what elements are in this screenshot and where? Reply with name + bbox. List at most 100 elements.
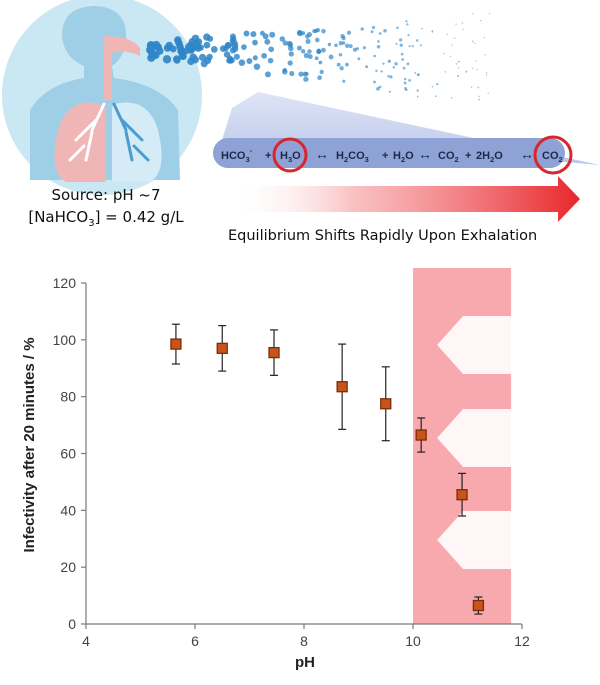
y-tick-label: 120 <box>53 275 77 291</box>
droplet <box>399 43 403 47</box>
data-point <box>415 417 427 453</box>
droplet <box>187 42 195 50</box>
y-tick-label: 0 <box>68 616 76 632</box>
marker <box>456 489 468 501</box>
droplet <box>203 41 211 49</box>
shaded-region-layer <box>413 268 514 624</box>
droplet <box>301 49 306 54</box>
eq-co2b: CO <box>542 150 559 162</box>
droplet <box>474 42 476 45</box>
eq-hco3-sup: - <box>250 146 253 155</box>
droplet <box>477 86 480 89</box>
data-point <box>336 343 348 430</box>
droplet <box>387 75 390 78</box>
droplet <box>338 53 343 57</box>
shade-arrow-notch-1 <box>437 316 514 374</box>
droplet <box>360 27 364 31</box>
data-point <box>170 323 182 365</box>
droplet <box>328 54 334 60</box>
droplet <box>206 53 213 61</box>
droplet <box>243 30 250 37</box>
lungs-illustration <box>2 0 202 195</box>
droplet <box>261 52 267 59</box>
marker <box>268 346 280 359</box>
droplet <box>365 65 369 69</box>
droplet <box>483 36 486 39</box>
airway <box>104 36 140 100</box>
droplet <box>388 90 391 93</box>
droplet <box>421 27 423 30</box>
droplet <box>312 29 317 34</box>
x-tick-label: 6 <box>191 633 199 649</box>
eq-arrow3: ↔ <box>520 146 534 162</box>
droplet <box>305 38 311 44</box>
h3o-highlight-circle <box>272 137 308 173</box>
droplet <box>408 78 412 82</box>
x-tick-label: 4 <box>82 633 90 649</box>
y-axis-title: Infectivity after 20 minutes / % <box>21 337 38 552</box>
droplet <box>415 39 419 42</box>
droplet <box>487 92 489 94</box>
droplet <box>321 28 326 34</box>
droplet <box>319 69 324 75</box>
droplet <box>485 72 488 74</box>
droplet <box>338 40 344 46</box>
data-point <box>472 596 485 615</box>
droplet <box>405 20 408 23</box>
droplet <box>307 49 312 54</box>
concentration-suffix: ] = 0.42 g/L <box>95 208 185 226</box>
droplet <box>479 19 482 22</box>
droplet <box>303 76 309 82</box>
x-tick-label: 8 <box>300 633 308 649</box>
droplet <box>207 35 214 42</box>
droplet <box>268 46 275 53</box>
droplet <box>488 12 491 15</box>
droplet <box>296 45 302 51</box>
droplet <box>357 57 361 61</box>
eq-h2co3-sub2: 3 <box>365 155 369 164</box>
droplet <box>371 25 376 30</box>
x-axis-title: pH <box>295 654 315 671</box>
droplet <box>377 40 380 43</box>
droplet <box>419 44 423 47</box>
droplet <box>296 29 303 36</box>
droplet <box>344 43 350 48</box>
eq-plus3: + <box>465 150 471 162</box>
droplet <box>383 29 387 33</box>
droplet <box>476 69 478 71</box>
droplet <box>436 83 439 86</box>
droplet <box>471 40 474 43</box>
droplet <box>348 44 353 49</box>
droplet <box>304 34 310 39</box>
droplet <box>327 42 332 47</box>
droplet <box>336 62 341 67</box>
droplet <box>307 54 313 60</box>
droplet <box>376 86 380 91</box>
marker <box>336 381 348 393</box>
droplet <box>252 39 258 46</box>
data-point <box>380 366 392 442</box>
droplet <box>404 87 408 90</box>
droplet <box>238 59 246 67</box>
data-point <box>268 329 280 376</box>
droplet <box>398 38 403 42</box>
eq-hco3: HCO <box>221 150 246 162</box>
marker <box>170 338 182 350</box>
source-label: Source: pH ~7 <box>51 186 160 204</box>
droplet <box>392 66 396 69</box>
marker <box>380 398 392 410</box>
droplet <box>378 85 382 89</box>
y-tick-label: 80 <box>60 389 76 405</box>
y-tick-label: 100 <box>53 332 77 348</box>
droplet <box>407 34 410 37</box>
eq-h2co3-tail: CO <box>348 150 365 162</box>
y-tick-label: 60 <box>60 446 76 462</box>
droplet <box>304 71 309 76</box>
droplet <box>382 62 385 65</box>
droplet <box>340 33 345 39</box>
droplet <box>376 45 381 49</box>
droplet <box>246 58 253 64</box>
droplet <box>403 81 407 85</box>
droplet <box>395 42 398 45</box>
